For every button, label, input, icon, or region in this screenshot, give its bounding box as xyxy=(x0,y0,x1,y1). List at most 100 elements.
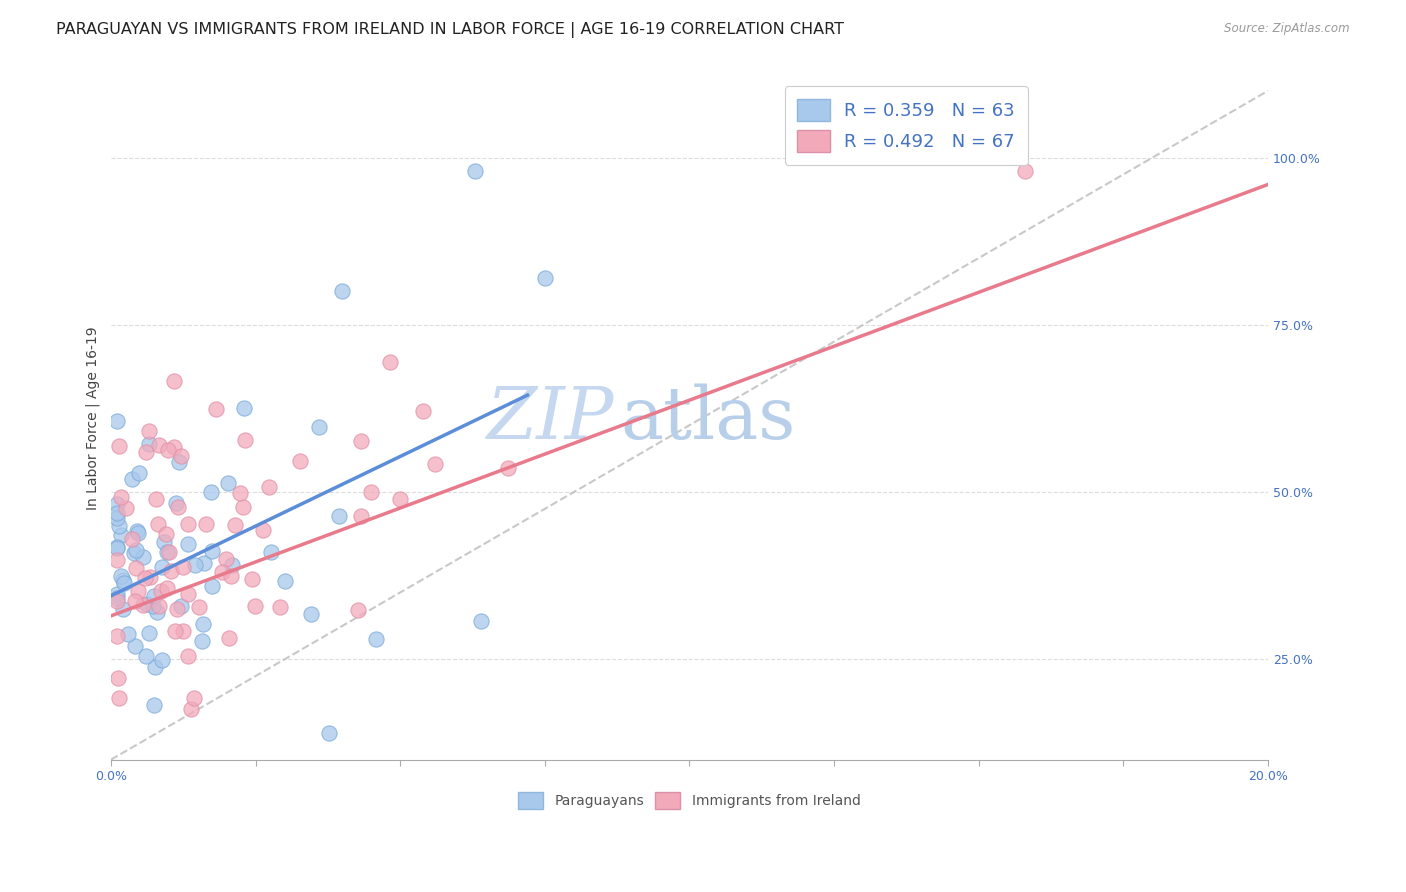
Point xyxy=(108,518,131,533)
Point xyxy=(350,508,373,523)
Point xyxy=(274,574,297,589)
Point xyxy=(143,698,166,712)
Point xyxy=(145,492,167,507)
Point xyxy=(128,467,150,481)
Text: PARAGUAYAN VS IMMIGRANTS FROM IRELAND IN LABOR FORCE | AGE 16-19 CORRELATION CHA: PARAGUAYAN VS IMMIGRANTS FROM IRELAND IN… xyxy=(56,22,844,38)
Point xyxy=(148,438,170,452)
Point xyxy=(150,653,173,667)
Point xyxy=(112,573,135,587)
Point xyxy=(134,571,156,585)
Point xyxy=(105,552,128,566)
Y-axis label: In Labor Force | Age 16-19: In Labor Force | Age 16-19 xyxy=(86,326,100,510)
Point xyxy=(170,599,193,614)
Point xyxy=(138,436,160,450)
Point xyxy=(184,558,207,572)
Point xyxy=(240,573,263,587)
Point xyxy=(105,593,128,607)
Point xyxy=(215,552,238,566)
Point xyxy=(177,587,200,601)
Point xyxy=(260,545,283,559)
Point xyxy=(148,599,170,613)
Point xyxy=(121,532,143,546)
Text: ZIP: ZIP xyxy=(486,384,614,454)
Point xyxy=(195,516,218,531)
Point xyxy=(233,434,256,448)
Point xyxy=(193,556,215,570)
Point xyxy=(200,484,222,499)
Point xyxy=(166,602,188,616)
Point xyxy=(257,480,280,494)
Point xyxy=(167,500,190,514)
Point xyxy=(172,624,194,638)
Point xyxy=(245,599,267,614)
Point xyxy=(269,600,291,615)
Point xyxy=(107,671,129,685)
Point xyxy=(211,565,233,579)
Point xyxy=(221,558,243,572)
Point xyxy=(107,440,129,454)
Point xyxy=(139,570,162,584)
Point xyxy=(132,598,155,612)
Point xyxy=(224,518,246,533)
Point xyxy=(219,569,242,583)
Legend: Paraguayans, Immigrants from Ireland: Paraguayans, Immigrants from Ireland xyxy=(513,786,866,814)
Point xyxy=(201,579,224,593)
Point xyxy=(105,591,128,605)
Point xyxy=(163,374,186,388)
Point xyxy=(156,545,179,559)
Point xyxy=(412,404,434,418)
Point xyxy=(121,472,143,486)
Point xyxy=(1014,164,1036,178)
Point xyxy=(125,542,148,557)
Point xyxy=(125,524,148,538)
Point xyxy=(108,690,131,705)
Point xyxy=(138,625,160,640)
Point xyxy=(149,584,172,599)
Point xyxy=(188,600,211,615)
Point xyxy=(252,524,274,538)
Point xyxy=(136,598,159,612)
Point xyxy=(228,485,250,500)
Point xyxy=(308,419,330,434)
Point xyxy=(328,508,350,523)
Point xyxy=(105,541,128,555)
Point xyxy=(143,589,166,603)
Point xyxy=(156,581,179,595)
Point xyxy=(146,605,169,619)
Point xyxy=(105,510,128,524)
Point xyxy=(105,541,128,555)
Point xyxy=(142,599,165,613)
Point xyxy=(177,649,200,664)
Point xyxy=(138,424,160,438)
Point xyxy=(110,528,132,542)
Point xyxy=(105,498,128,512)
Point xyxy=(232,500,254,514)
Point xyxy=(172,560,194,574)
Text: atlas: atlas xyxy=(620,384,796,454)
Point xyxy=(318,726,340,740)
Point xyxy=(330,285,353,299)
Point xyxy=(117,627,139,641)
Point xyxy=(105,629,128,643)
Point xyxy=(364,632,387,647)
Point xyxy=(127,584,149,599)
Point xyxy=(105,506,128,520)
Point xyxy=(111,601,134,615)
Point xyxy=(124,594,146,608)
Point xyxy=(183,690,205,705)
Point xyxy=(170,449,193,463)
Point xyxy=(389,491,412,506)
Point xyxy=(110,491,132,505)
Point xyxy=(143,660,166,674)
Point xyxy=(191,633,214,648)
Point xyxy=(110,569,132,583)
Point xyxy=(150,560,173,574)
Point xyxy=(124,640,146,654)
Point xyxy=(470,615,492,629)
Point xyxy=(155,526,177,541)
Point xyxy=(232,401,254,415)
Point xyxy=(350,434,373,448)
Point xyxy=(218,476,240,491)
Point xyxy=(201,544,224,558)
Point xyxy=(464,164,486,178)
